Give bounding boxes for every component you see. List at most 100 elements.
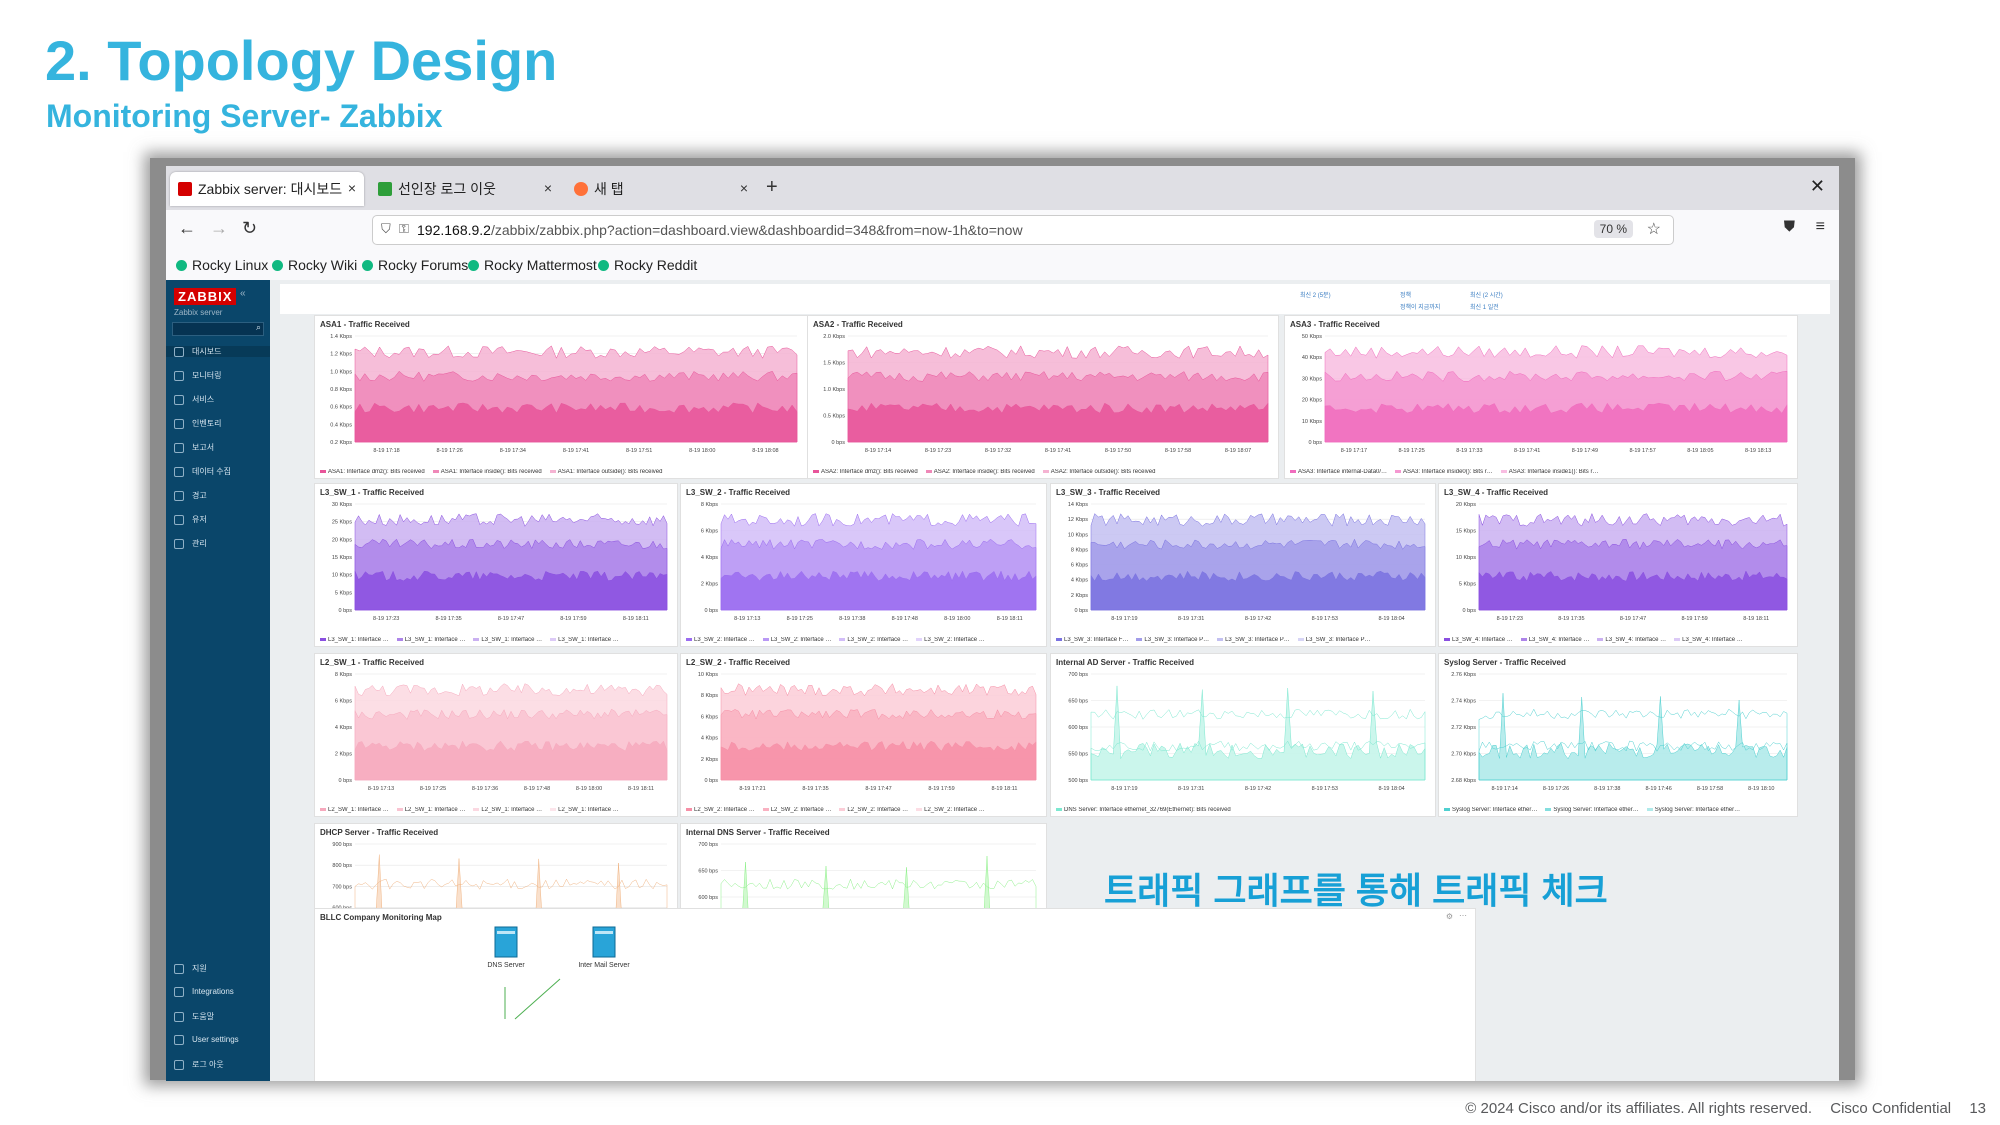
tab-cactus[interactable]: 선인장 로그 이웃 ×: [370, 172, 560, 206]
series-area: [354, 570, 668, 611]
graph-widget: ASA2 - Traffic Received 2.0 Kbps 1.5 Kbps 1…: [807, 315, 1279, 479]
gear-icon[interactable]: ⚙: [1445, 912, 1453, 921]
sidebar-item-reports[interactable]: 보고서: [174, 442, 264, 453]
legend-swatch: [925, 469, 932, 473]
y-tick-label: 1.0 Kbps: [823, 387, 845, 393]
x-tick-label: 8-19 17:26: [437, 448, 463, 454]
graph-widget: Syslog Server - Traffic Received 2.76 Kbp…: [1438, 653, 1798, 817]
bookmark-rocky-wiki[interactable]: Rocky Wiki: [272, 257, 357, 273]
server-icon[interactable]: [494, 926, 518, 958]
rocky-icon: [468, 259, 479, 271]
y-tick-label: 0 bps: [1463, 608, 1477, 614]
sidebar-item-user-settings[interactable]: User settings: [174, 1035, 264, 1045]
window-close-icon[interactable]: ✕: [1809, 176, 1825, 196]
traffic-graph: 14 Kbps 12 Kbps 10 Kbps 8 Kbps 6 Kbps 4 Kbps 2…: [1068, 502, 1426, 622]
tab-zabbix[interactable]: Zabbix server: 대시보드 ×: [170, 172, 364, 206]
y-tick-label: 10 Kbps: [698, 672, 718, 678]
sidebar-item-monitoring[interactable]: 모니터링: [174, 370, 264, 381]
legend-item: L2_SW_2: Interface …: [839, 807, 908, 813]
y-tick-label: 2.0 Kbps: [823, 334, 845, 340]
bookmark-rocky-mattermost[interactable]: Rocky Mattermost: [468, 257, 597, 273]
zabbix-logo[interactable]: ZABBIX: [174, 288, 237, 305]
bookmark-rocky-reddit[interactable]: Rocky Reddit: [598, 257, 697, 273]
x-tick-label: 8-19 18:13: [1745, 448, 1771, 454]
legend-item: ASA3: Interface inside1(): Bits r…: [1500, 469, 1598, 475]
x-tick-label: 8-19 18:11: [628, 786, 654, 792]
y-tick-label: 700 bps: [332, 884, 352, 890]
legend-swatch: [550, 807, 557, 811]
cactus-icon: [378, 182, 392, 196]
sidebar-item-dashboard[interactable]: 대시보드: [166, 346, 270, 357]
y-tick-label: 14 Kbps: [1068, 502, 1088, 508]
more-icon[interactable]: ⋯: [1459, 911, 1467, 920]
y-tick-label: 650 bps: [1068, 699, 1088, 705]
sidebar-item-administration[interactable]: 관리: [174, 538, 264, 549]
header-link[interactable]: 정책: [1400, 293, 1412, 299]
pocket-icon[interactable]: ⛊: [1783, 218, 1795, 235]
legend-item: L3_SW_4: Interface …: [1520, 637, 1589, 643]
close-icon[interactable]: ×: [739, 180, 748, 196]
x-tick-label: 8-19 17:49: [1572, 448, 1598, 454]
y-tick-label: 1.4 Kbps: [330, 334, 352, 340]
server-icon[interactable]: [592, 926, 616, 958]
graph-legend: L3_SW_2: Interface … L3_SW_2: Interface ……: [686, 637, 993, 643]
widget-title: L3_SW_3 - Traffic Received: [1056, 488, 1161, 497]
forward-icon[interactable]: →: [210, 218, 228, 238]
bookmark-label: Rocky Reddit: [614, 257, 698, 273]
zoom-level[interactable]: 70 %: [1593, 220, 1633, 238]
sidebar-item-services[interactable]: 서비스: [174, 394, 264, 405]
sidebar-item-inventory[interactable]: 인벤토리: [174, 418, 264, 429]
reload-icon[interactable]: ↻: [242, 218, 258, 238]
y-tick-label: 0.8 Kbps: [330, 387, 352, 393]
header-link[interactable]: 정책이 지금까지: [1400, 305, 1441, 311]
header-link[interactable]: 최신 1 일전: [1470, 305, 1499, 311]
legend-swatch: [1444, 637, 1450, 641]
sidebar-item-integrations[interactable]: Integrations: [174, 987, 264, 997]
sidebar-search-input[interactable]: ⌕: [172, 322, 264, 336]
graph-legend: ASA3: Interface internal-Data0/… ASA3: In…: [1290, 469, 1606, 475]
sidebar-item-logout[interactable]: 로그 아웃: [174, 1059, 264, 1070]
header-link[interactable]: 최신 (2 시간): [1470, 293, 1503, 299]
x-tick-label: 8-19 17:57: [1629, 448, 1655, 454]
legend-swatch: [839, 807, 846, 811]
y-tick-label: 2.76 Kbps: [1451, 672, 1476, 678]
x-tick-label: 8-19 17:51: [626, 448, 652, 454]
lock-icon: ⚿: [399, 221, 409, 236]
sidebar-item-users[interactable]: 유저: [174, 514, 264, 525]
header-link[interactable]: 최신 2 (5분): [1300, 293, 1331, 299]
graph-widget: Internal AD Server - Traffic Received 700…: [1050, 653, 1436, 817]
y-tick-label: 0.4 Kbps: [330, 422, 352, 428]
legend-swatch: [1674, 637, 1681, 641]
sidebar-item-support[interactable]: 지원: [174, 963, 264, 974]
y-tick-label: 700 bps: [1068, 672, 1088, 678]
graph-widget: L3_SW_3 - Traffic Received 14 Kbps 12 Kbps…: [1050, 483, 1436, 647]
bookmark-rocky-linux[interactable]: Rocky Linux: [176, 257, 268, 273]
back-icon[interactable]: ←: [178, 218, 196, 238]
graph-widget: L2_SW_1 - Traffic Received 8 Kbps 6 Kbps 4 …: [314, 653, 678, 817]
power-icon: [174, 1059, 184, 1070]
x-tick-label: 8-19 17:38: [1594, 786, 1620, 792]
x-tick-label: 8-19 17:14: [865, 448, 891, 454]
y-tick-label: 2 Kbps: [701, 757, 718, 763]
sidebar-item-data-collection[interactable]: 데이터 수집: [174, 466, 264, 477]
sidebar-item-alerts[interactable]: 경고: [174, 490, 264, 501]
tab-new[interactable]: 새 탭 ×: [566, 172, 756, 206]
x-tick-label: 8-19 18:07: [1225, 448, 1251, 454]
sidebar-item-help[interactable]: 도움말: [174, 1011, 264, 1022]
series-area: [1090, 740, 1426, 781]
bookmark-rocky-forums[interactable]: Rocky Forums: [362, 257, 468, 273]
graph-legend: ASA2: Interface dmz(): Bits received ASA2…: [813, 469, 1163, 475]
menu-icon[interactable]: ≡: [1815, 218, 1825, 235]
graph-widget: L3_SW_2 - Traffic Received 8 Kbps 6 Kbps 4 …: [680, 483, 1047, 647]
close-icon[interactable]: ×: [543, 180, 552, 196]
address-bar[interactable]: ⛉ ⚿ 192.168.9.2/zabbix/zabbix.php?action…: [372, 215, 1674, 245]
new-tab-button[interactable]: +: [766, 176, 778, 198]
y-tick-label: 10 Kbps: [332, 573, 352, 579]
map-title: BLLC Company Monitoring Map: [320, 913, 442, 922]
sidebar-item-label: 대시보드: [192, 347, 222, 356]
star-icon[interactable]: ☆: [1646, 221, 1661, 238]
x-tick-label: 8-19 17:21: [739, 786, 765, 792]
close-icon[interactable]: ×: [347, 180, 356, 196]
collapse-icon[interactable]: «: [240, 288, 246, 299]
search-icon[interactable]: ⌕: [255, 322, 261, 332]
